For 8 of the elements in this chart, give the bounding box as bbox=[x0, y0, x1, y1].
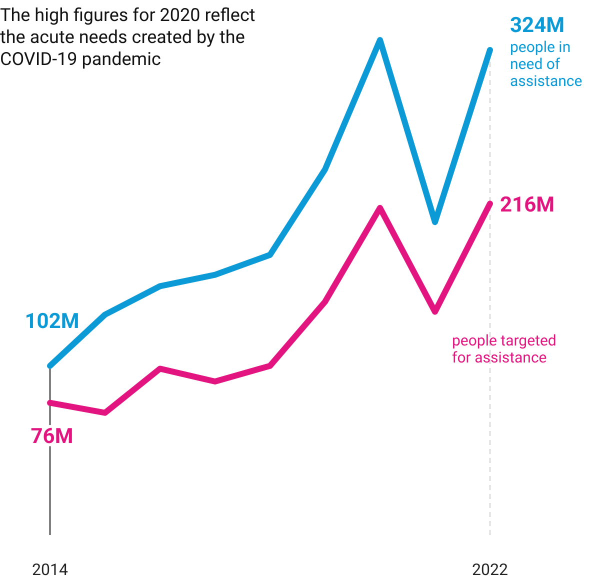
data-label: 216M bbox=[500, 194, 555, 218]
series-label: people targeted for assistance bbox=[452, 332, 556, 367]
x-tick-label: 2022 bbox=[472, 560, 508, 577]
series-label: people in need of assistance bbox=[510, 38, 582, 90]
data-label: 324M bbox=[510, 14, 565, 38]
data-label: 102M bbox=[24, 310, 80, 334]
chart-title: The high figures for 2020 reflect the acute needs created by the COVID-19 pandemic bbox=[0, 5, 256, 70]
x-tick-label: 2014 bbox=[32, 560, 68, 577]
